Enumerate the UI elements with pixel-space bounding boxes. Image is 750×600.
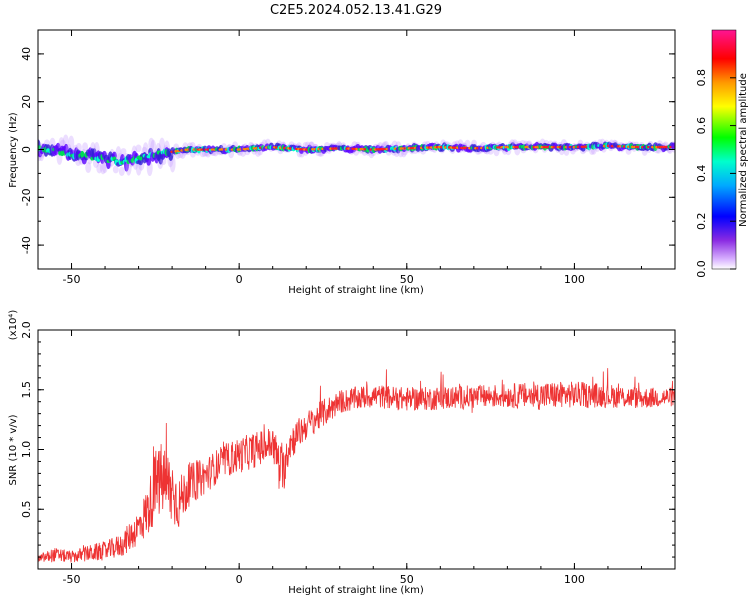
x-tick-label: 0 [236, 573, 243, 586]
colorbar-tick-label: 0.4 [695, 165, 708, 183]
y-tick-label: 40 [20, 47, 33, 61]
spectrogram-xlabel: Height of straight line (km) [288, 285, 424, 296]
colorbar-ticks: 0.0 0.2 0.4 0.6 0.8 [695, 69, 736, 278]
spectrogram-ylabel: Frequency (Hz) [8, 112, 19, 188]
spectral-core [80, 150, 85, 158]
figure-title: C2E5.2024.052.13.41.G29 [270, 3, 442, 18]
x-tick-label: 50 [400, 573, 414, 586]
x-tick-label: -50 [63, 273, 81, 286]
y-tick-label: 1.0 [20, 441, 33, 459]
spectral-halo [115, 146, 122, 162]
y-tick-label: -40 [20, 236, 33, 254]
x-tick-label: 50 [400, 273, 414, 286]
y-tick-label: 0 [20, 146, 33, 153]
snr-xlabel: Height of straight line (km) [288, 585, 424, 596]
colorbar-label: Normalized spectral amplitude [738, 73, 749, 227]
spectral-body [671, 142, 675, 150]
snr-panel: -50 0 50 100 0.5 1.0 1.5 2.0 Height of straight… [8, 310, 676, 596]
spectral-halo [82, 142, 89, 152]
x-tick-label: 0 [236, 273, 243, 286]
snr-series-line [38, 368, 675, 563]
spectral-halo [118, 166, 125, 176]
spectral-halo [464, 139, 471, 148]
spectral-halo [135, 144, 142, 153]
spectral-halo [148, 137, 155, 151]
spectral-halo [62, 134, 69, 148]
spectral-body [146, 155, 152, 166]
x-tick-label: 100 [564, 573, 585, 586]
colorbar-tick-label: 0.6 [695, 117, 708, 135]
spectral-halo [68, 135, 75, 151]
y-tick-label: 20 [20, 95, 33, 109]
spectral-halo [96, 163, 103, 174]
spectral-halo [100, 161, 107, 175]
colorbar-tick-label: 0.0 [695, 260, 708, 278]
spectrogram-marks [38, 134, 675, 177]
y-tick-label: 2.0 [20, 321, 33, 339]
snr-ylabel: SNR (10 * v/v) [8, 414, 19, 485]
snr-ticks: -50 0 50 100 0.5 1.0 1.5 2.0 [20, 321, 676, 586]
spectrogram-ticks: -50 0 50 100 -40 -20 0 20 40 [20, 29, 676, 286]
colorbar-tick-label: 0.8 [695, 69, 708, 87]
x-tick-label: 100 [564, 273, 585, 286]
x-tick-label: -50 [63, 573, 81, 586]
spectral-halo [112, 165, 119, 174]
spectral-halo [85, 162, 92, 174]
y-tick-label: 0.5 [20, 501, 33, 519]
y-tick-label: -20 [20, 188, 33, 206]
spectral-halo [159, 137, 166, 153]
snr-multiplier: (x10⁴) [8, 310, 19, 341]
colorbar: 0.0 0.2 0.4 0.6 0.8 Normalized spectral ampl… [695, 29, 749, 278]
colorbar-gradient [712, 30, 736, 269]
spectrogram-panel: -50 0 50 100 -40 -20 0 20 40 Height of straight … [8, 29, 676, 296]
colorbar-tick-label: 0.2 [695, 212, 708, 230]
spectral-halo [120, 148, 127, 155]
y-tick-label: 1.5 [20, 381, 33, 399]
colorbar-frame [711, 29, 737, 270]
